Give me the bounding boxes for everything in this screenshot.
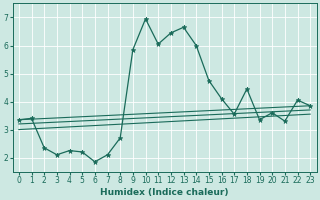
- X-axis label: Humidex (Indice chaleur): Humidex (Indice chaleur): [100, 188, 229, 197]
